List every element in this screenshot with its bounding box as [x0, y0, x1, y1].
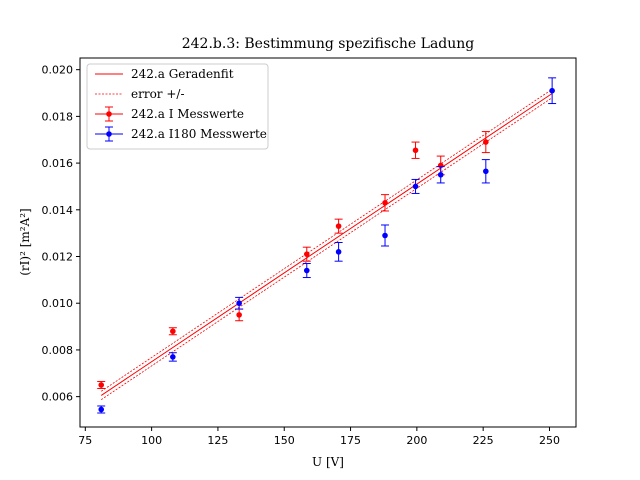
- x-tick-label: 75: [78, 434, 92, 447]
- legend-frame: [86, 63, 269, 150]
- x-tick-label: 200: [406, 434, 427, 447]
- plot-area-frame: [79, 57, 577, 428]
- y-tick-label: 0.008: [42, 344, 74, 357]
- data-point-marker: [303, 267, 310, 274]
- data-point-series-1: [235, 308, 244, 322]
- data-point-series-2: [302, 263, 311, 279]
- legend-series-2-label: 242.a I180 Messwerte: [131, 127, 267, 141]
- y-tick-label: 0.018: [42, 110, 74, 123]
- fit-layer: [100, 88, 553, 401]
- data-point-series-1: [302, 246, 311, 262]
- legend-series-1-swatch: [95, 106, 123, 122]
- data-point-series-2: [548, 77, 557, 105]
- legend-error-label: error +/-: [131, 87, 185, 101]
- data-point-series-2: [381, 224, 390, 247]
- x-tick-label: 175: [340, 434, 361, 447]
- x-tick-label: 125: [207, 434, 228, 447]
- x-tick-label: 150: [274, 434, 295, 447]
- y-tick-label: 0.012: [42, 251, 74, 264]
- y-axis-ticks: 0.006 0.008 0.010 0.012 0.014 0.016 0.018 0.020: [42, 64, 80, 404]
- data-point-series-2: [436, 166, 445, 184]
- data-point-series-2: [168, 352, 177, 362]
- legend-series-1-label: 242.a I Messwerte: [131, 107, 244, 121]
- data-point-marker: [335, 249, 342, 255]
- x-axis-label: U [V]: [312, 455, 344, 469]
- y-tick-label: 0.020: [42, 64, 74, 77]
- y-tick-label: 0.010: [42, 297, 74, 310]
- data-point-marker: [483, 168, 489, 175]
- data-point-series-2: [481, 159, 490, 184]
- data-point-marker: [549, 87, 555, 94]
- data-point-marker: [170, 354, 176, 360]
- y-axis-label: (rI)² [m²A²]: [18, 208, 32, 276]
- legend: 242.a Geradenfit error +/- 242.a I Messw…: [86, 63, 269, 150]
- data-point-marker: [382, 199, 388, 206]
- data-point-series-1: [97, 380, 106, 389]
- legend-fit-label: 242.a Geradenfit: [131, 67, 234, 81]
- data-point-series-2: [97, 405, 106, 414]
- data-point-marker: [483, 139, 489, 145]
- data-point-marker: [236, 300, 242, 307]
- fit-line: [100, 93, 553, 396]
- chart-title: 242.b.3: Bestimmung spezifische Ladung: [182, 36, 475, 52]
- y-tick-label: 0.016: [42, 157, 74, 170]
- data-point-marker: [170, 328, 176, 335]
- data-point-marker: [382, 232, 388, 239]
- data-point-marker: [437, 171, 444, 178]
- data-point-marker: [303, 251, 310, 257]
- legend-series-2-swatch: [95, 126, 123, 142]
- x-axis-ticks: 75 100 125 150 175 200 225 250: [78, 427, 560, 447]
- data-point-series-1: [334, 218, 343, 234]
- y-tick-label: 0.014: [42, 204, 74, 217]
- error-band-upper-line: [100, 88, 553, 392]
- data-point-series-1: [481, 131, 490, 154]
- data-point-marker: [412, 147, 419, 154]
- y-tick-label: 0.006: [42, 391, 74, 404]
- data-point-series-1: [381, 194, 390, 212]
- data-point-series-1: [411, 141, 420, 159]
- points-layer: [97, 77, 557, 414]
- data-point-marker: [335, 223, 342, 229]
- data-point-marker: [98, 382, 105, 388]
- x-tick-label: 250: [539, 434, 560, 447]
- error-band-lower-line: [100, 97, 553, 401]
- data-point-marker: [412, 183, 419, 190]
- data-point-series-2: [334, 242, 343, 262]
- data-point-marker: [98, 406, 105, 413]
- data-point-series-2: [411, 178, 420, 194]
- data-point-series-2: [235, 296, 244, 310]
- data-point-series-1: [168, 327, 177, 336]
- x-tick-label: 100: [141, 434, 162, 447]
- data-point-marker: [236, 312, 242, 318]
- x-tick-label: 225: [473, 434, 494, 447]
